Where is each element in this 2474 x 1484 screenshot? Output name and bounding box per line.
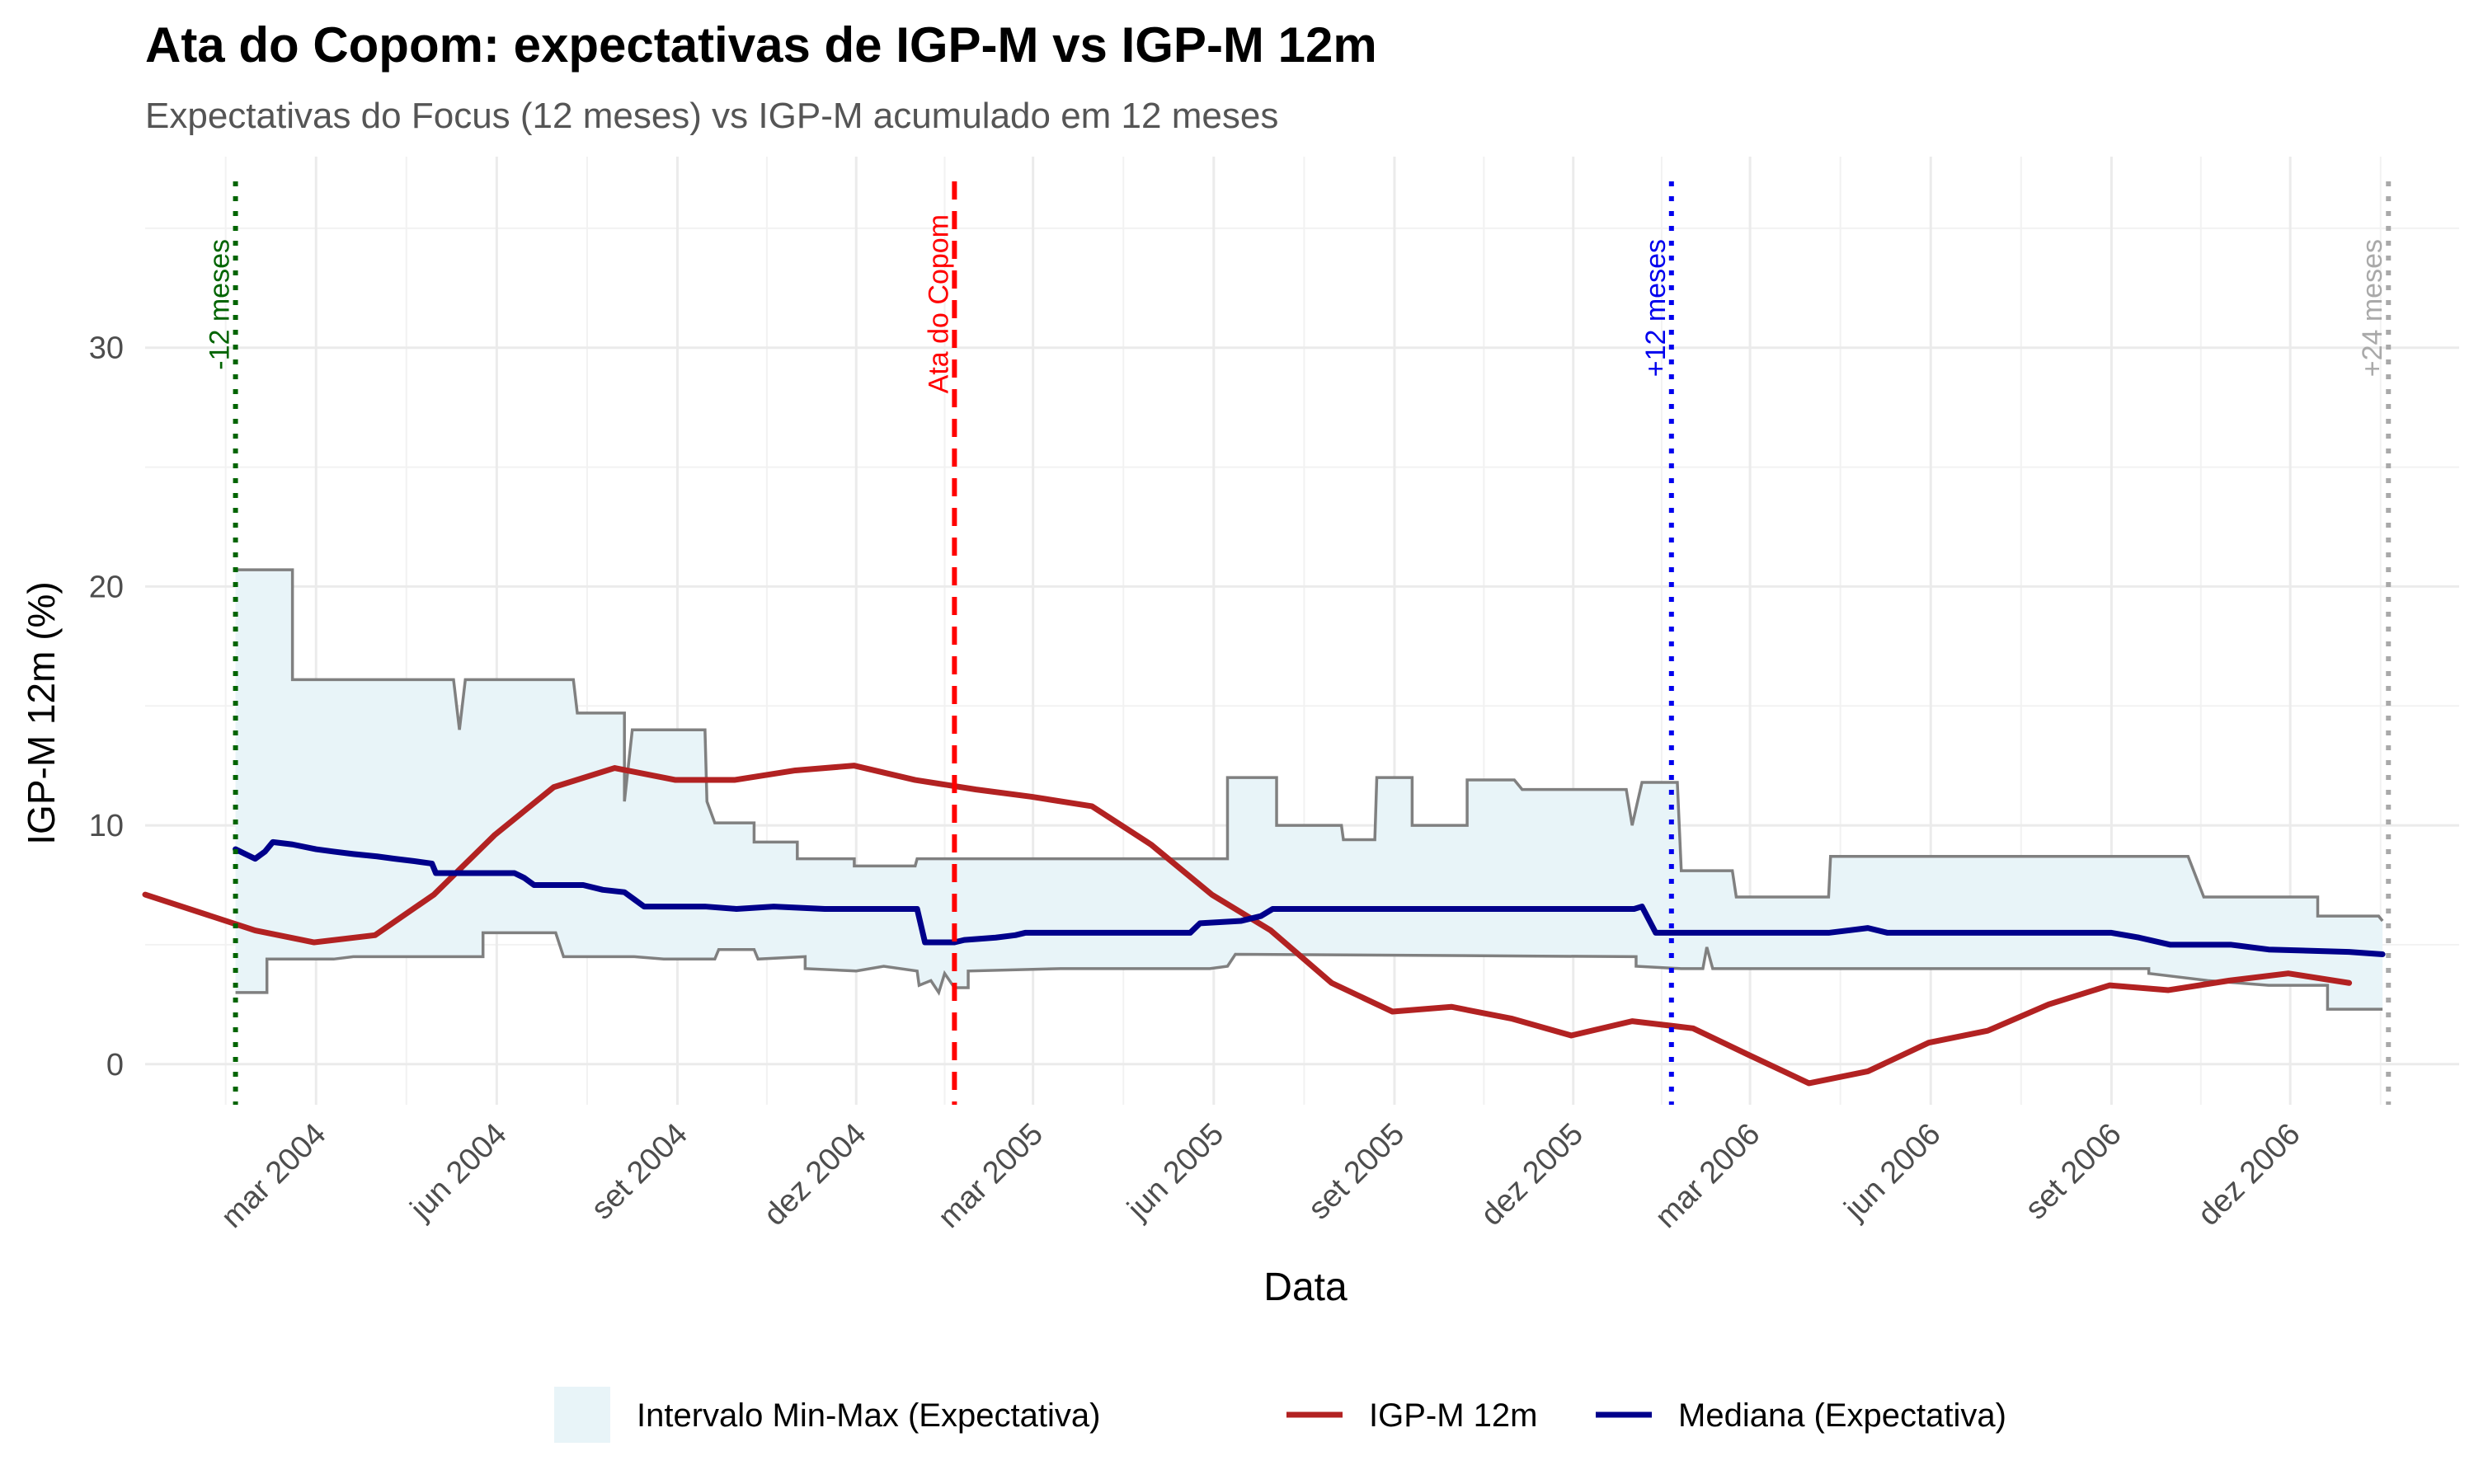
y-axis-label: IGP-M 12m (%) — [20, 581, 63, 844]
y-tick-label: 20 — [89, 570, 124, 604]
chart-title: Ata do Copom: expectativas de IGP-M vs I… — [145, 17, 1377, 73]
ribbon-layer — [235, 568, 2384, 1011]
y-tick-label: 10 — [89, 809, 124, 843]
ribbon-min-line — [235, 931, 2383, 1011]
x-tick-label: mar 2004 — [214, 1117, 332, 1235]
reference-line-label: -12 meses — [205, 239, 236, 370]
legend-label: Mediana (Expectativa) — [1678, 1397, 2006, 1434]
x-tick-label: set 2006 — [2019, 1117, 2128, 1227]
y-tick-label: 30 — [89, 331, 124, 366]
legend-label: IGP-M 12m — [1369, 1397, 1537, 1434]
reference-line-label: +12 meses — [1640, 239, 1672, 377]
series-layer — [142, 763, 2386, 1087]
legend-key-fill — [554, 1387, 610, 1443]
x-tick-label: dez 2004 — [757, 1117, 872, 1233]
y-tick-label: 0 — [106, 1048, 124, 1082]
x-tick-label: jun 2006 — [1837, 1117, 1948, 1228]
series-line-mediana-expectativa — [233, 838, 2386, 958]
legend: Intervalo Min-Max (Expectativa) IGP-M 12m… — [554, 1387, 2006, 1443]
ribbon-min-max-fill — [235, 570, 2383, 1010]
x-axis-label: Data — [1263, 1266, 1348, 1309]
x-tick-label: set 2005 — [1302, 1117, 1412, 1227]
x-tick-label: dez 2006 — [2191, 1117, 2307, 1233]
series-line-igp-m-12m — [142, 763, 2353, 1087]
reference-line-label: +24 meses — [2357, 239, 2388, 377]
x-tick-label: mar 2006 — [1649, 1117, 1766, 1235]
x-tick-label: mar 2005 — [932, 1117, 1050, 1235]
reference-line-label: Ata do Copom — [923, 214, 954, 393]
reference-lines-layer: -12 meses Ata do Copom +12 meses +24 meses — [205, 181, 2392, 1105]
x-tick-label: jun 2004 — [403, 1117, 514, 1228]
x-tick-label: jun 2005 — [1121, 1117, 1231, 1228]
x-tick-label: set 2004 — [585, 1117, 694, 1227]
legend-label: Intervalo Min-Max (Expectativa) — [637, 1397, 1100, 1434]
x-tick-label: dez 2005 — [1475, 1117, 1590, 1233]
ribbon-max-line — [235, 568, 2384, 923]
chart-subtitle: Expectativas do Focus (12 meses) vs IGP-… — [145, 96, 1279, 136]
